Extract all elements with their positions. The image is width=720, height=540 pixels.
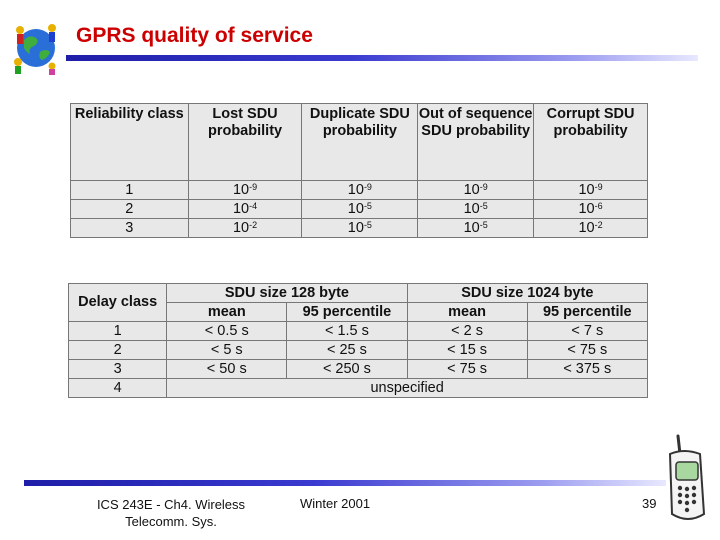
table-row: 3 < 50 s < 250 s < 75 s < 375 s bbox=[67, 359, 649, 379]
probability-cell: 10-6 bbox=[533, 199, 648, 219]
probability-cell: 10-5 bbox=[301, 218, 419, 238]
header-lost-sdu: Lost SDU probability bbox=[187, 103, 303, 181]
delay-cell: < 7 s bbox=[526, 321, 649, 341]
subheader-p95-128: 95 percentile bbox=[286, 302, 408, 322]
delay-cell: < 1.5 s bbox=[286, 321, 408, 341]
delay-cell: < 75 s bbox=[526, 340, 649, 360]
delay-subheader-row: mean 95 percentile mean 95 percentile bbox=[69, 302, 649, 322]
table-row: 1 10-9 10-9 10-9 10-9 bbox=[70, 180, 648, 200]
subheader-mean-128: mean bbox=[166, 302, 288, 322]
footer-term: Winter 2001 bbox=[300, 496, 371, 511]
delay-cell: < 375 s bbox=[526, 359, 649, 379]
header-corrupt-sdu: Corrupt SDU probability bbox=[533, 103, 648, 181]
subheader-mean-1024: mean bbox=[406, 302, 528, 322]
delay-table: Delay class SDU size 128 byte SDU size 1… bbox=[67, 283, 649, 398]
delay-class-cell: 2 bbox=[67, 340, 168, 360]
probability-cell: 10-9 bbox=[417, 180, 535, 200]
probability-cell: 10-2 bbox=[187, 218, 303, 238]
delay-cell: < 0.5 s bbox=[166, 321, 288, 341]
mobile-phone-icon bbox=[668, 434, 706, 520]
table-row: 1 < 0.5 s < 1.5 s < 2 s < 7 s bbox=[67, 321, 649, 341]
probability-cell: 10-5 bbox=[417, 199, 535, 219]
table-row: 4 unspecified bbox=[67, 378, 648, 398]
header-sdu-128: SDU size 128 byte bbox=[166, 283, 408, 303]
header-reliability-class: Reliability class bbox=[70, 103, 189, 181]
title-divider bbox=[66, 55, 698, 61]
table-row: 2 < 5 s < 25 s < 15 s < 75 s bbox=[67, 340, 649, 360]
subheader-p95-1024: 95 percentile bbox=[526, 302, 649, 322]
probability-cell: 10-2 bbox=[533, 218, 648, 238]
header-out-of-sequence-sdu: Out of sequence SDU probability bbox=[417, 103, 535, 181]
header-delay-class: Delay class bbox=[67, 283, 168, 322]
slide-title: GPRS quality of service bbox=[76, 24, 313, 47]
reliability-class-cell: 2 bbox=[70, 199, 189, 219]
unspecified-cell: unspecified bbox=[166, 378, 648, 398]
reliability-class-cell: 1 bbox=[70, 180, 189, 200]
delay-cell: < 250 s bbox=[286, 359, 408, 379]
delay-class-cell: 3 bbox=[67, 359, 168, 379]
globe-logo-icon bbox=[14, 24, 56, 75]
probability-cell: 10-5 bbox=[301, 199, 419, 219]
delay-cell: < 2 s bbox=[406, 321, 528, 341]
probability-cell: 10-9 bbox=[533, 180, 648, 200]
reliability-table: Reliability class Lost SDU probability D… bbox=[70, 103, 648, 238]
footer-divider bbox=[24, 480, 666, 486]
table-row: 3 10-2 10-5 10-5 10-2 bbox=[70, 218, 648, 238]
delay-cell: < 5 s bbox=[166, 340, 288, 360]
delay-header-row: Delay class SDU size 128 byte SDU size 1… bbox=[67, 283, 649, 322]
delay-cell: < 75 s bbox=[406, 359, 528, 379]
delay-cell: < 25 s bbox=[286, 340, 408, 360]
probability-cell: 10-9 bbox=[301, 180, 419, 200]
page-number: 39 bbox=[642, 496, 657, 511]
footer-course: ICS 243E - Ch4. Wireless Telecomm. Sys. bbox=[96, 497, 246, 529]
delay-cell: < 50 s bbox=[166, 359, 288, 379]
delay-class-cell: 4 bbox=[67, 378, 168, 398]
probability-cell: 10-9 bbox=[187, 180, 303, 200]
probability-cell: 10-4 bbox=[187, 199, 303, 219]
reliability-class-cell: 3 bbox=[70, 218, 189, 238]
header-sdu-1024: SDU size 1024 byte bbox=[406, 283, 649, 303]
reliability-header-row: Reliability class Lost SDU probability D… bbox=[70, 103, 648, 181]
header-duplicate-sdu: Duplicate SDU probability bbox=[301, 103, 419, 181]
probability-cell: 10-5 bbox=[417, 218, 535, 238]
delay-class-cell: 1 bbox=[67, 321, 168, 341]
table-row: 2 10-4 10-5 10-5 10-6 bbox=[70, 199, 648, 219]
delay-cell: < 15 s bbox=[406, 340, 528, 360]
